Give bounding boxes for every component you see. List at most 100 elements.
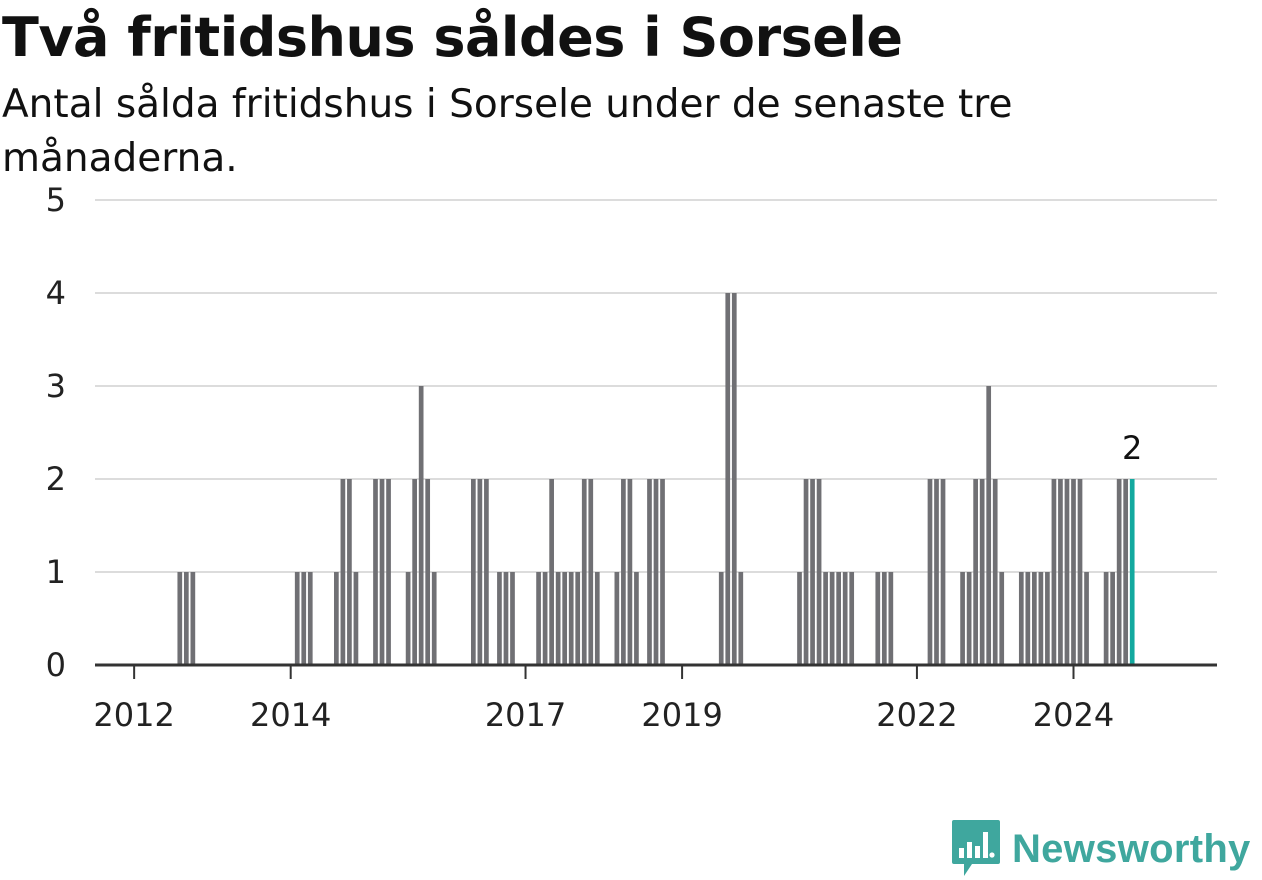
- bar: [1058, 479, 1063, 665]
- bar: [738, 572, 744, 665]
- bar: [621, 479, 626, 665]
- bar: [1116, 479, 1122, 665]
- bar: [347, 479, 352, 665]
- bar: [307, 572, 313, 665]
- bar: [575, 572, 581, 665]
- bar: [471, 479, 476, 665]
- bar: [379, 479, 385, 665]
- x-axis-ticks: 2012 2014 2017 2019 2022 2024: [93, 665, 1114, 734]
- bar-latest: [1129, 479, 1135, 665]
- x-tick-label-2012: 2012: [93, 696, 174, 734]
- bar: [1064, 479, 1070, 665]
- bar: [647, 479, 652, 665]
- bar: [555, 572, 561, 665]
- bar: [1071, 479, 1076, 665]
- bar: [353, 572, 359, 665]
- bar: [581, 479, 587, 665]
- bar: [979, 479, 985, 665]
- bar: [1025, 572, 1031, 665]
- bar: [849, 572, 855, 665]
- y-tick-label-4: 4: [46, 274, 66, 312]
- bar: [334, 572, 339, 665]
- bar: [797, 572, 802, 665]
- bar: [823, 572, 828, 665]
- bar: [653, 479, 659, 665]
- bar: [431, 572, 437, 665]
- bar: [373, 479, 378, 665]
- newsworthy-logo: Newsworthy: [950, 818, 1251, 880]
- bar: [386, 479, 391, 665]
- bar: [829, 572, 835, 665]
- bar: [405, 572, 411, 665]
- bar: [1077, 479, 1083, 665]
- bar: [340, 479, 346, 665]
- bar: [816, 479, 822, 665]
- bar: [497, 572, 502, 665]
- bar: [927, 479, 933, 665]
- bar: [627, 479, 633, 665]
- bar: [1103, 572, 1109, 665]
- bar: [803, 479, 809, 665]
- bar: [301, 572, 307, 665]
- bar: [542, 572, 548, 665]
- bar: [183, 572, 189, 665]
- bar: [1051, 479, 1057, 665]
- bar: [536, 572, 541, 665]
- bar: [973, 479, 978, 665]
- bar: [1045, 572, 1050, 665]
- y-tick-label-3: 3: [46, 367, 66, 405]
- bar: [875, 572, 881, 665]
- bar: [992, 479, 998, 665]
- chart-title: Två fritidshus såldes i Sorsele: [2, 6, 903, 69]
- bar: [966, 572, 972, 665]
- bar: [934, 479, 939, 665]
- bar: [568, 572, 574, 665]
- x-tick-label-2024: 2024: [1033, 696, 1114, 734]
- bar: [718, 572, 724, 665]
- bar: [412, 479, 417, 665]
- annotations: 2: [1122, 429, 1142, 467]
- bar: [588, 479, 594, 665]
- bar: [425, 479, 431, 665]
- bar: [836, 572, 841, 665]
- y-axis-ticks: 0 1 2 3 4 5: [46, 181, 66, 684]
- bar: [940, 479, 946, 665]
- x-tick-label-2019: 2019: [641, 696, 722, 734]
- y-tick-label-1: 1: [46, 553, 66, 591]
- bar: [1018, 572, 1024, 665]
- bar: [725, 293, 731, 665]
- x-tick-label-2017: 2017: [485, 696, 566, 734]
- bar: [1038, 572, 1044, 665]
- bar: [810, 479, 815, 665]
- bar: [190, 572, 196, 665]
- bar: [614, 572, 620, 665]
- y-tick-label-0: 0: [46, 646, 66, 684]
- bar: [888, 572, 894, 665]
- brand-name: Newsworthy: [1012, 826, 1251, 871]
- bar: [549, 479, 554, 665]
- bar: [418, 386, 424, 665]
- bar: [1084, 572, 1089, 665]
- bar: [999, 572, 1005, 665]
- y-tick-label-2: 2: [46, 460, 66, 498]
- bar: [294, 572, 300, 665]
- x-tick-label-2014: 2014: [250, 696, 331, 734]
- bar: [484, 479, 489, 665]
- bar: [177, 572, 183, 665]
- bar: [1123, 479, 1129, 665]
- bar: [634, 572, 639, 665]
- bar: [477, 479, 483, 665]
- bar: [594, 572, 600, 665]
- newsworthy-logo-icon: [952, 820, 1000, 876]
- bar: [503, 572, 509, 665]
- bar: [960, 572, 965, 665]
- latest-value-label: 2: [1122, 429, 1142, 467]
- chart-subtitle: Antal sålda fritidshus i Sorsele under d…: [2, 82, 1013, 181]
- bars: [177, 293, 1135, 665]
- bar: [842, 572, 848, 665]
- bar: [731, 293, 737, 665]
- bar: [986, 386, 992, 665]
- bar: [660, 479, 665, 665]
- bar: [1032, 572, 1037, 665]
